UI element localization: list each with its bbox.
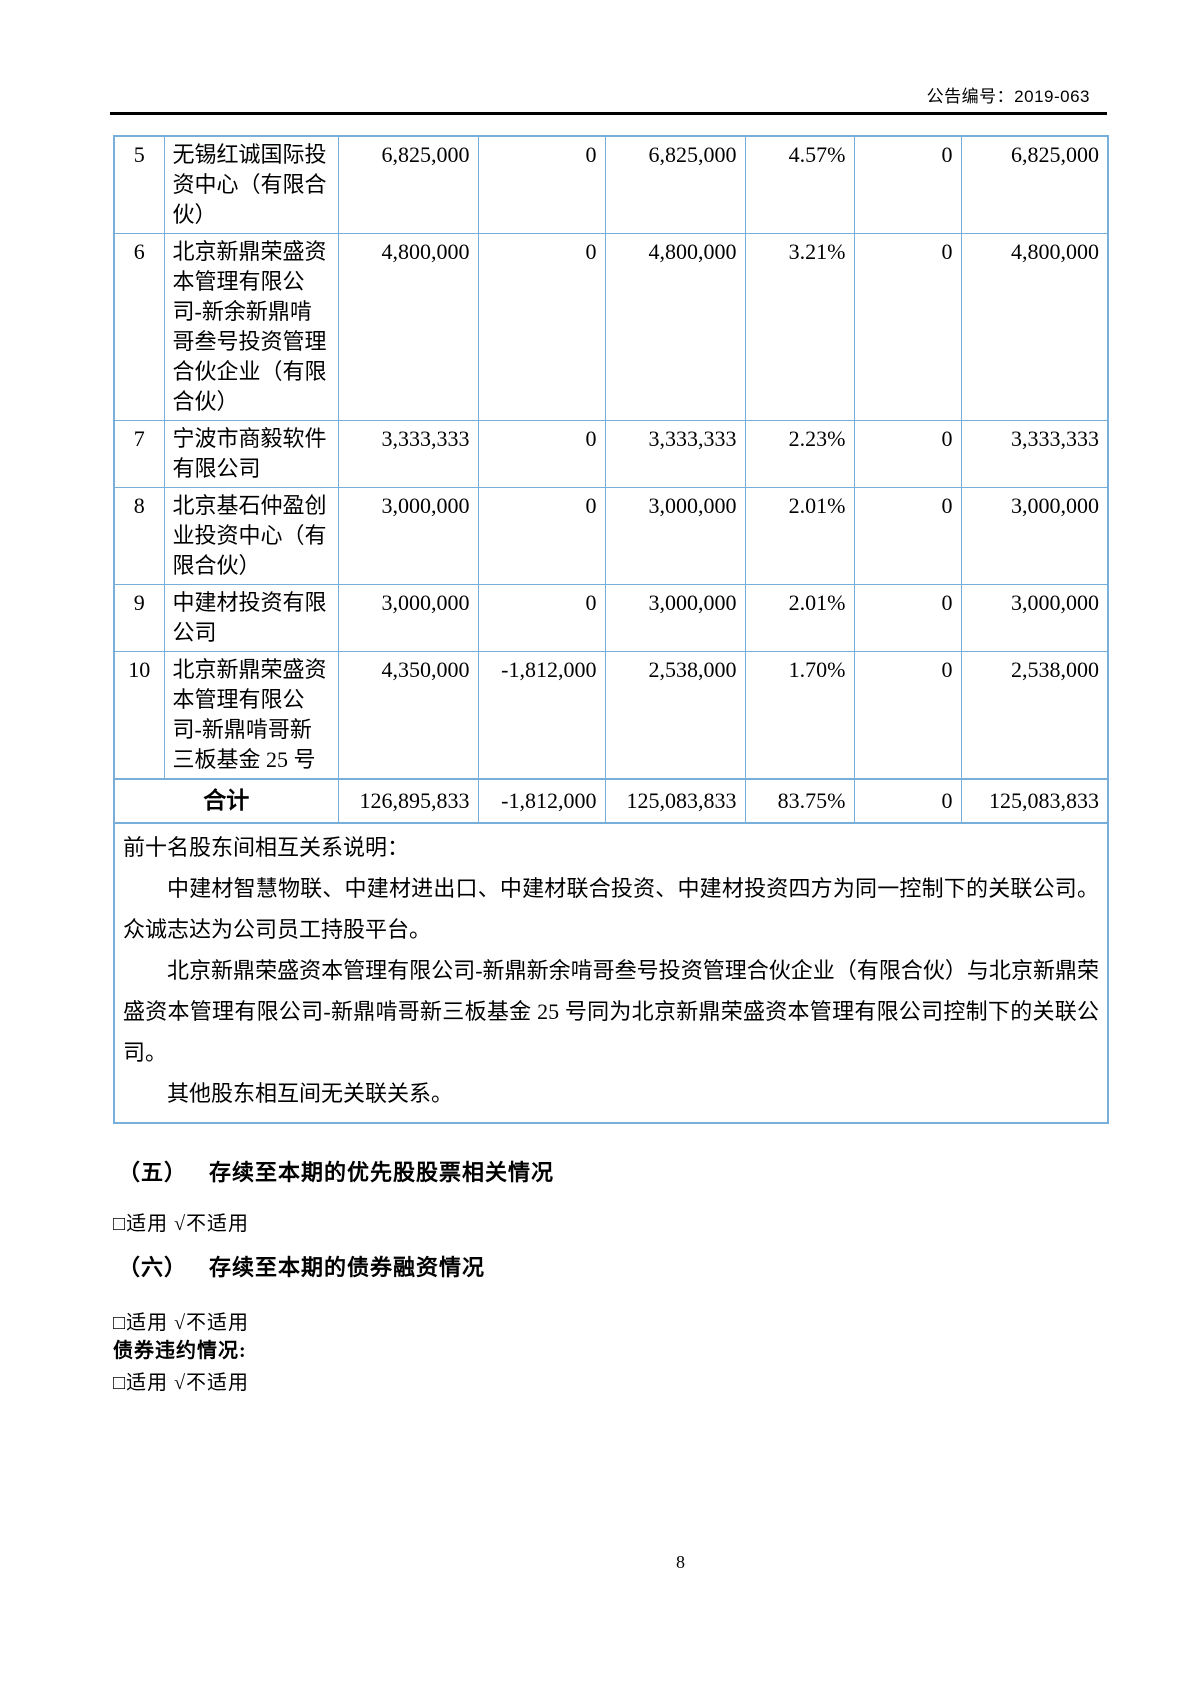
cell-value: 4,800,000 bbox=[960, 233, 1109, 421]
cell-name: 中建材投资有限公司 bbox=[163, 584, 339, 652]
shareholder-relationship-notes: 前十名股东间相互关系说明： 中建材智慧物联、中建材进出口、中建材联合投资、中建材… bbox=[113, 822, 1109, 1124]
cell-value: 0 bbox=[477, 135, 606, 234]
table-row: 9 中建材投资有限公司 3,000,000 0 3,000,000 2.01% … bbox=[113, 584, 1109, 652]
section-six-label: （六） bbox=[118, 1255, 188, 1280]
cell-name: 北京新鼎荣盛资本管理有限公司-新鼎啃哥新三板基金 25 号 bbox=[163, 651, 339, 780]
cell-value: 3,000,000 bbox=[337, 487, 479, 585]
cell-value: 0 bbox=[853, 135, 962, 234]
cell-no: 5 bbox=[113, 135, 165, 234]
notes-paragraph: 北京新鼎荣盛资本管理有限公司-新鼎新余啃哥叁号投资管理合伙企业（有限合伙）与北京… bbox=[123, 958, 1099, 1065]
section-five-applicability: □适用 √不适用 bbox=[113, 1213, 250, 1235]
cell-name: 无锡红诚国际投资中心（有限合伙） bbox=[163, 135, 339, 234]
cell-value: 1.70% bbox=[744, 651, 855, 780]
page-number: 8 bbox=[676, 1552, 685, 1572]
cell-value: 4,350,000 bbox=[337, 651, 479, 780]
section-six-title: 存续至本期的债券融资情况 bbox=[209, 1255, 486, 1280]
cell-value: 4.57% bbox=[744, 135, 855, 234]
cell-value: 0 bbox=[477, 584, 606, 652]
cell-value: 0 bbox=[477, 487, 606, 585]
cell-value: 0 bbox=[853, 420, 962, 488]
cell-value: 3,000,000 bbox=[604, 584, 746, 652]
cell-value: 3,333,333 bbox=[960, 420, 1109, 488]
table-row: 5 无锡红诚国际投资中心（有限合伙） 6,825,000 0 6,825,000… bbox=[113, 135, 1109, 234]
bond-default-label: 债券违约情况: bbox=[113, 1340, 247, 1362]
cell-value: -1,812,000 bbox=[477, 651, 606, 780]
shareholder-table: 5 无锡红诚国际投资中心（有限合伙） 6,825,000 0 6,825,000… bbox=[113, 135, 1109, 1124]
cell-total-value: 125,083,833 bbox=[960, 778, 1109, 824]
cell-value: 0 bbox=[853, 651, 962, 780]
cell-value: 6,825,000 bbox=[604, 135, 746, 234]
cell-value: 0 bbox=[853, 233, 962, 421]
table-notes-row: 前十名股东间相互关系说明： 中建材智慧物联、中建材进出口、中建材联合投资、中建材… bbox=[113, 822, 1109, 1124]
cell-name: 北京基石仲盈创业投资中心（有限合伙） bbox=[163, 487, 339, 585]
cell-no: 7 bbox=[113, 420, 165, 488]
section-six-applicability: □适用 √不适用 bbox=[113, 1312, 250, 1334]
cell-total-value: 125,083,833 bbox=[604, 778, 746, 824]
cell-value: 4,800,000 bbox=[337, 233, 479, 421]
cell-no: 9 bbox=[113, 584, 165, 652]
table-row: 8 北京基石仲盈创业投资中心（有限合伙） 3,000,000 0 3,000,0… bbox=[113, 487, 1109, 585]
cell-name: 北京新鼎荣盛资本管理有限公司-新余新鼎啃哥叁号投资管理合伙企业（有限合伙） bbox=[163, 233, 339, 421]
table-row: 10 北京新鼎荣盛资本管理有限公司-新鼎啃哥新三板基金 25 号 4,350,0… bbox=[113, 651, 1109, 780]
cell-total-value: -1,812,000 bbox=[477, 778, 606, 824]
cell-value: 3,000,000 bbox=[604, 487, 746, 585]
cell-no: 10 bbox=[113, 651, 165, 780]
cell-no: 6 bbox=[113, 233, 165, 421]
cell-value: 2.01% bbox=[744, 584, 855, 652]
cell-value: 6,825,000 bbox=[960, 135, 1109, 234]
notes-paragraph: 中建材智慧物联、中建材进出口、中建材联合投资、中建材投资四方为同一控制下的关联公… bbox=[123, 876, 1099, 942]
cell-value: 2.23% bbox=[744, 420, 855, 488]
table-total-row: 合计 126,895,833 -1,812,000 125,083,833 83… bbox=[113, 778, 1109, 824]
table-row: 7 宁波市商毅软件有限公司 3,333,333 0 3,333,333 2.23… bbox=[113, 420, 1109, 488]
notes-paragraph: 其他股东相互间无关联关系。 bbox=[167, 1081, 454, 1106]
cell-value: 3,000,000 bbox=[337, 584, 479, 652]
bond-default-applicability: □适用 √不适用 bbox=[113, 1372, 250, 1394]
cell-value: 3,000,000 bbox=[960, 487, 1109, 585]
section-five-title: 存续至本期的优先股股票相关情况 bbox=[209, 1160, 555, 1185]
section-five-label: （五） bbox=[118, 1160, 188, 1185]
announcement-number: 公告编号：2019-063 bbox=[926, 87, 1090, 106]
section-five-heading: （五） 存续至本期的优先股股票相关情况 bbox=[118, 1155, 554, 1187]
cell-value: 0 bbox=[477, 420, 606, 488]
cell-total-value: 126,895,833 bbox=[337, 778, 479, 824]
cell-name: 宁波市商毅软件有限公司 bbox=[163, 420, 339, 488]
notes-title: 前十名股东间相互关系说明： bbox=[123, 835, 410, 860]
table-row: 6 北京新鼎荣盛资本管理有限公司-新余新鼎啃哥叁号投资管理合伙企业（有限合伙） … bbox=[113, 233, 1109, 421]
cell-total-value: 83.75% bbox=[744, 778, 855, 824]
cell-value: 0 bbox=[853, 584, 962, 652]
cell-value: 0 bbox=[853, 487, 962, 585]
cell-no: 8 bbox=[113, 487, 165, 585]
cell-value: 2.01% bbox=[744, 487, 855, 585]
section-six-heading: （六） 存续至本期的债券融资情况 bbox=[118, 1250, 485, 1282]
cell-value: 4,800,000 bbox=[604, 233, 746, 421]
cell-value: 3.21% bbox=[744, 233, 855, 421]
cell-value: 0 bbox=[477, 233, 606, 421]
header-rule bbox=[110, 112, 1107, 115]
cell-value: 3,333,333 bbox=[337, 420, 479, 488]
cell-value: 3,000,000 bbox=[960, 584, 1109, 652]
total-label: 合计 bbox=[113, 778, 339, 824]
cell-value: 2,538,000 bbox=[960, 651, 1109, 780]
cell-total-value: 0 bbox=[853, 778, 962, 824]
cell-value: 6,825,000 bbox=[337, 135, 479, 234]
cell-value: 3,333,333 bbox=[604, 420, 746, 488]
cell-value: 2,538,000 bbox=[604, 651, 746, 780]
